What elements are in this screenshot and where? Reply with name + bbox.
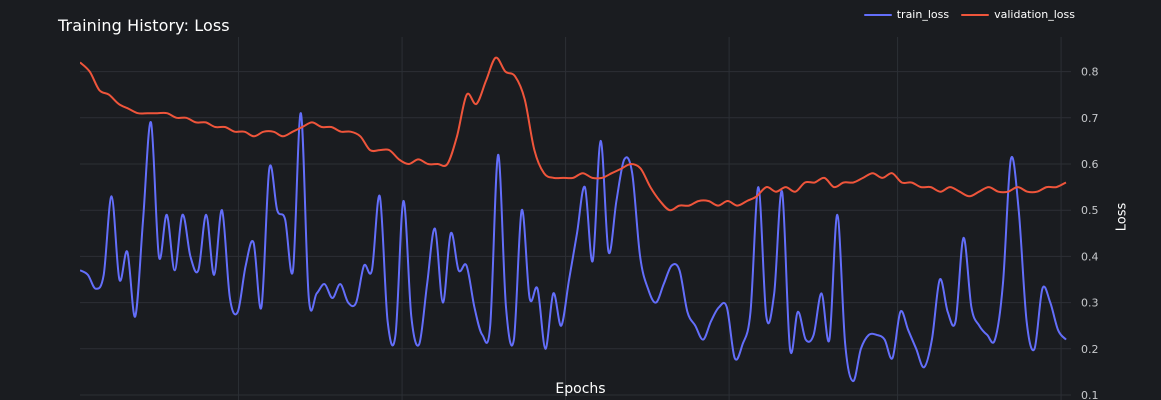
legend-swatch-validation-loss bbox=[961, 13, 990, 16]
x-axis-label: Epochs bbox=[555, 381, 606, 397]
legend: train_loss validation_loss bbox=[863, 8, 1075, 21]
y-tick-label: 0.6 bbox=[1081, 158, 1099, 171]
legend-item-validation-loss[interactable]: validation_loss bbox=[961, 8, 1075, 21]
legend-swatch-train-loss bbox=[863, 13, 892, 16]
y-tick-label: 0.4 bbox=[1081, 250, 1099, 263]
y-tick-label: 0.8 bbox=[1081, 66, 1099, 79]
y-tick-label: 0.3 bbox=[1081, 297, 1099, 310]
series-line-validation-loss bbox=[80, 56, 1067, 212]
legend-item-train-loss[interactable]: train_loss bbox=[863, 8, 950, 21]
y-tick-label: 0.2 bbox=[1081, 343, 1099, 356]
y-tick-label: 0.1 bbox=[1081, 389, 1099, 400]
legend-label-train-loss: train_loss bbox=[896, 8, 950, 21]
chart-title: Training History: Loss bbox=[58, 16, 230, 35]
series-line-train-loss bbox=[80, 112, 1067, 383]
y-tick-label: 0.7 bbox=[1081, 112, 1099, 125]
legend-label-validation-loss: validation_loss bbox=[994, 8, 1075, 21]
y-axis-label: Loss bbox=[1114, 202, 1130, 232]
y-tick-label: 0.5 bbox=[1081, 204, 1099, 217]
